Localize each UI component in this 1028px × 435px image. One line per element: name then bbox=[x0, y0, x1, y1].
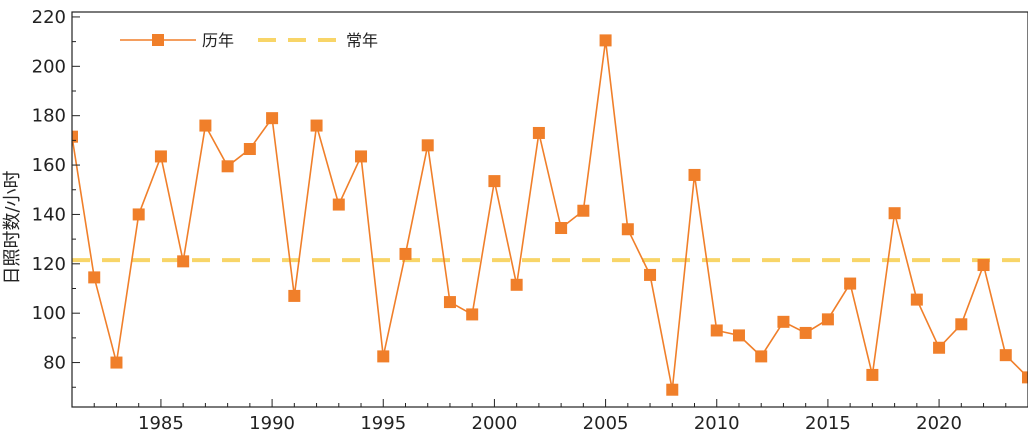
historical-data-point bbox=[710, 324, 723, 337]
historical-data-point bbox=[888, 207, 901, 220]
x-tick-label: 2005 bbox=[583, 413, 629, 434]
historical-data-point bbox=[199, 119, 212, 132]
historical-data-point bbox=[72, 130, 78, 143]
historical-data-point bbox=[621, 223, 634, 236]
historical-data-point bbox=[1022, 371, 1028, 384]
historical-data-point bbox=[799, 326, 812, 339]
historical-data-point bbox=[377, 350, 390, 363]
historical-data-point bbox=[310, 119, 323, 132]
historical-data-point bbox=[243, 143, 256, 156]
historical-data-point bbox=[288, 289, 301, 302]
y-tick-label: 200 bbox=[32, 56, 66, 77]
y-axis-title: 日照时数/小时 bbox=[2, 170, 23, 284]
historical-data-point bbox=[88, 271, 101, 284]
historical-data-point bbox=[132, 208, 145, 221]
historical-data-point bbox=[154, 150, 167, 163]
historical-data-point bbox=[933, 341, 946, 354]
x-tick-label: 1990 bbox=[249, 413, 295, 434]
historical-data-point bbox=[555, 222, 568, 235]
historical-data-point bbox=[955, 318, 968, 331]
legend: 历年 常年 bbox=[120, 31, 378, 50]
x-tick-label: 1995 bbox=[360, 413, 406, 434]
x-axis: 1985 1990 1995 2000 2005 2010 2015 2020 bbox=[71, 399, 1028, 434]
historical-series-line bbox=[72, 40, 1028, 390]
historical-data-point bbox=[532, 126, 545, 139]
plot-frame bbox=[71, 11, 1028, 408]
historical-data-point bbox=[599, 34, 612, 47]
historical-data-point bbox=[221, 160, 234, 173]
historical-data-point bbox=[510, 278, 523, 291]
historical-data-point bbox=[666, 383, 679, 396]
legend-normal-label: 常年 bbox=[346, 31, 378, 50]
historical-data-point bbox=[866, 368, 879, 381]
historical-data-point bbox=[332, 198, 345, 211]
historical-data-point bbox=[177, 255, 190, 268]
x-tick-label: 2020 bbox=[916, 413, 962, 434]
x-tick-label: 2015 bbox=[805, 413, 851, 434]
x-tick-label: 2010 bbox=[694, 413, 740, 434]
series-layer bbox=[72, 34, 1028, 396]
y-tick-label: 140 bbox=[32, 204, 66, 225]
historical-data-point bbox=[755, 350, 768, 363]
y-tick-label: 160 bbox=[32, 155, 66, 176]
historical-data-point bbox=[421, 139, 434, 152]
historical-data-point bbox=[821, 313, 834, 326]
historical-data-point bbox=[577, 204, 590, 217]
historical-data-point bbox=[355, 150, 368, 163]
historical-data-point bbox=[443, 296, 456, 309]
y-axis: 80 100 120 140 160 180 200 220 bbox=[32, 7, 80, 388]
y-tick-label: 220 bbox=[32, 7, 66, 28]
historical-data-point bbox=[844, 277, 857, 290]
historical-data-point bbox=[266, 112, 279, 125]
y-tick-label: 180 bbox=[32, 106, 66, 127]
historical-data-point bbox=[910, 293, 923, 306]
x-tick-label: 1985 bbox=[138, 413, 184, 434]
historical-data-point bbox=[644, 268, 657, 281]
y-tick-label: 120 bbox=[32, 254, 66, 275]
x-tick-label: 2000 bbox=[472, 413, 518, 434]
y-tick-label: 100 bbox=[32, 303, 66, 324]
historical-data-point bbox=[399, 247, 412, 260]
y-tick-label: 80 bbox=[43, 353, 66, 374]
historical-data-point bbox=[999, 349, 1012, 362]
historical-data-point bbox=[977, 259, 990, 272]
legend-historical-label: 历年 bbox=[202, 31, 234, 50]
historical-data-point bbox=[688, 168, 701, 181]
historical-data-point bbox=[466, 308, 479, 321]
historical-data-point bbox=[488, 175, 501, 188]
historical-data-point bbox=[732, 329, 745, 342]
historical-data-point bbox=[110, 356, 123, 369]
historical-data-point bbox=[777, 315, 790, 328]
legend-historical-marker bbox=[152, 34, 164, 46]
